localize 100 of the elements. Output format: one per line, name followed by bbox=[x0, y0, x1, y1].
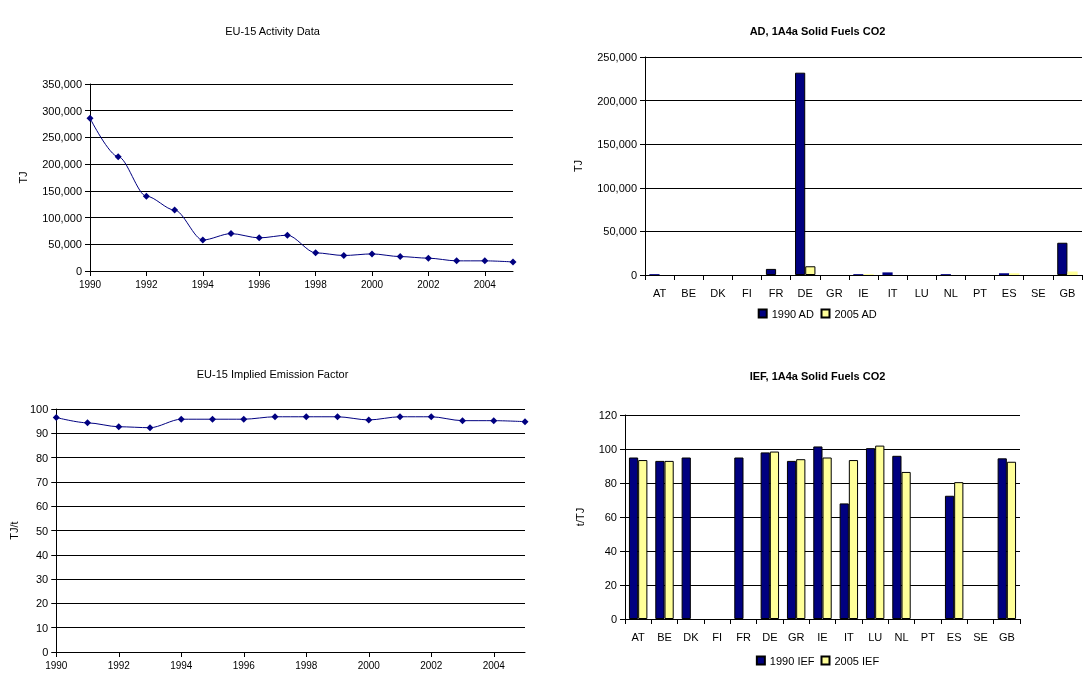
x-tick-label: DK bbox=[683, 630, 700, 643]
y-tick-label: 150,000 bbox=[597, 138, 637, 151]
y-tick-label: 100 bbox=[29, 403, 49, 415]
point bbox=[142, 192, 150, 200]
x-tick-label: IE bbox=[817, 630, 828, 643]
y-tick-label: 200,000 bbox=[42, 158, 82, 171]
chart-title: EU-15 Implied Emission Factor bbox=[196, 367, 349, 380]
point bbox=[368, 250, 376, 258]
y-axis-title: TJ bbox=[571, 159, 584, 173]
point bbox=[271, 413, 279, 421]
x-tick-label: IT bbox=[887, 286, 898, 299]
y-axis-title: t/TJ bbox=[573, 507, 586, 527]
point bbox=[146, 424, 154, 432]
y-tick-label: 60 bbox=[604, 511, 617, 523]
y-tick-label: 70 bbox=[36, 475, 49, 488]
y-tick-label: 200,000 bbox=[597, 94, 637, 107]
x-tick-label: 1996 bbox=[232, 659, 256, 671]
x-tick-label: LU bbox=[868, 630, 883, 643]
point bbox=[509, 258, 517, 266]
y-tick-label: 20 bbox=[36, 597, 49, 610]
bar bbox=[765, 268, 777, 275]
x-tick-label: DE bbox=[797, 286, 813, 299]
x-tick-label: GR bbox=[787, 630, 805, 643]
point bbox=[453, 257, 461, 265]
y-tick-label: 40 bbox=[36, 548, 49, 561]
y-tick-label: 80 bbox=[604, 477, 617, 489]
x-tick-label: 2000 bbox=[357, 659, 381, 671]
x-tick-label: 1990 bbox=[45, 659, 68, 671]
x-tick-label: 2002 bbox=[417, 278, 440, 290]
x-tick-label: AT bbox=[631, 630, 646, 643]
chart-title: EU-15 Activity Data bbox=[225, 24, 321, 37]
point bbox=[171, 206, 179, 214]
x-tick-label: NL bbox=[943, 286, 958, 299]
x-tick-label: GB bbox=[998, 630, 1015, 643]
legend-label: 2005 IEF bbox=[834, 654, 880, 667]
y-tick-label: 250,000 bbox=[597, 51, 637, 63]
x-tick-label: PT bbox=[920, 630, 936, 643]
x-tick-label: ES bbox=[946, 630, 962, 643]
point bbox=[424, 254, 432, 262]
x-tick-label: 2000 bbox=[360, 278, 384, 290]
y-tick-label: 350,000 bbox=[42, 78, 82, 90]
y-tick-label: 100,000 bbox=[597, 181, 637, 194]
x-tick-label: 2004 bbox=[482, 659, 506, 671]
bar bbox=[1067, 271, 1078, 275]
bar bbox=[882, 272, 893, 275]
point bbox=[240, 415, 248, 423]
y-tick-label: 90 bbox=[36, 427, 49, 440]
x-tick-label: 1992 bbox=[135, 278, 158, 290]
x-tick-label: NL bbox=[894, 630, 909, 643]
y-tick-label: 60 bbox=[36, 500, 49, 513]
chart-title: IEF, 1A4a Solid Fuels CO2 bbox=[749, 369, 886, 382]
point bbox=[255, 234, 263, 242]
y-tick-label: 50,000 bbox=[48, 238, 82, 251]
point bbox=[177, 415, 185, 423]
y-tick-label: 0 bbox=[75, 265, 82, 277]
point bbox=[283, 231, 291, 239]
y-tick-label: 250,000 bbox=[42, 131, 82, 144]
point bbox=[481, 257, 489, 265]
x-tick-label: 1998 bbox=[304, 278, 328, 290]
x-tick-label: BE bbox=[657, 630, 672, 643]
y-tick-label: 100,000 bbox=[42, 211, 82, 224]
x-tick-label: FR bbox=[768, 286, 784, 299]
x-tick-label: 1994 bbox=[191, 278, 215, 290]
point bbox=[114, 153, 122, 161]
y-tick-label: 40 bbox=[604, 545, 617, 557]
point bbox=[334, 413, 341, 421]
legend-label: 1990 AD bbox=[771, 307, 814, 320]
point bbox=[312, 249, 320, 257]
x-tick-label: PT bbox=[973, 286, 988, 299]
x-tick-label: DK bbox=[710, 286, 727, 299]
x-tick-label: 1994 bbox=[170, 659, 193, 671]
x-tick-label: 1990 bbox=[78, 278, 102, 290]
point bbox=[199, 236, 207, 244]
y-tick-label: 0 bbox=[610, 613, 617, 625]
point bbox=[521, 418, 529, 426]
bar bbox=[1057, 242, 1068, 275]
point bbox=[302, 413, 310, 421]
x-tick-label: IE bbox=[858, 286, 869, 299]
x-tick-label: IT bbox=[843, 630, 854, 643]
x-tick-label: 2004 bbox=[473, 278, 497, 290]
legend-label: 1990 IEF bbox=[769, 654, 815, 667]
y-tick-label: 100 bbox=[598, 443, 617, 455]
point bbox=[427, 413, 435, 421]
legend-label: 2005 AD bbox=[834, 307, 877, 320]
y-tick-label: 0 bbox=[42, 646, 49, 658]
point bbox=[86, 114, 94, 122]
y-tick-label: 300,000 bbox=[42, 104, 82, 117]
x-tick-label: SE bbox=[1030, 286, 1046, 299]
point bbox=[115, 423, 123, 431]
point bbox=[459, 417, 466, 425]
x-tick-label: BE bbox=[681, 286, 697, 299]
x-tick-label: FI bbox=[742, 286, 752, 299]
x-tick-label: LU bbox=[914, 286, 929, 299]
point bbox=[227, 230, 235, 238]
y-axis-title: TJ bbox=[16, 171, 29, 184]
y-tick-label: 20 bbox=[604, 579, 617, 591]
x-tick-label: GB bbox=[1059, 286, 1076, 299]
x-tick-label: DE bbox=[762, 630, 778, 643]
point bbox=[340, 252, 348, 260]
x-tick-label: FI bbox=[712, 630, 723, 643]
